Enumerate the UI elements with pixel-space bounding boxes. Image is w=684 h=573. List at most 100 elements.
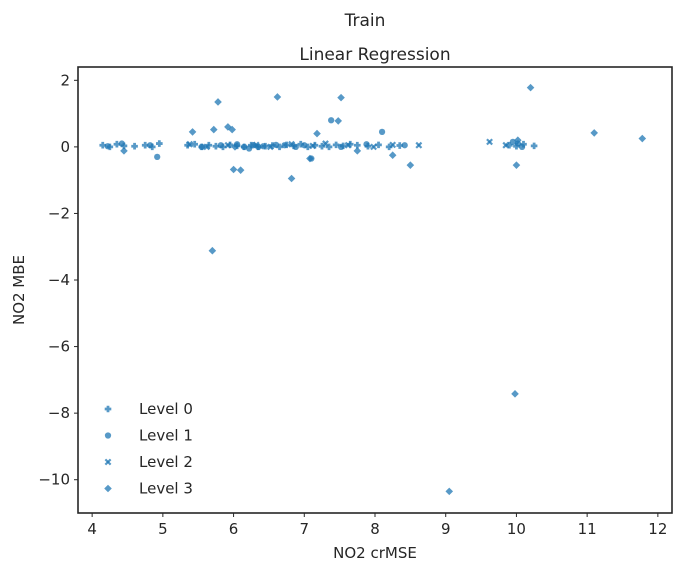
point-level-2	[344, 141, 352, 149]
point-level-1	[378, 128, 386, 136]
point-level-1	[217, 142, 224, 149]
x-axis-label: NO2 crMSE	[333, 544, 417, 562]
chart-title: Linear Regression	[299, 45, 450, 65]
legend-label: Level 3	[139, 480, 193, 498]
point-level-1	[401, 142, 408, 149]
point-level-0	[131, 142, 138, 150]
x-axis-ticks: 4 5 6 7 8 9 10 11 12	[87, 513, 667, 538]
point-level-2-stroke	[344, 141, 352, 149]
point-level-3	[236, 166, 245, 174]
y-tick-label: −10	[38, 471, 70, 489]
point-level-2-stroke	[415, 141, 423, 149]
data-points	[99, 83, 647, 496]
point-level-3	[511, 390, 519, 398]
point-level-2	[252, 141, 260, 149]
point-level-2-stroke	[186, 140, 194, 148]
point-level-1	[518, 143, 526, 151]
point-level-0	[354, 141, 361, 149]
point-level-3	[337, 93, 345, 102]
point-level-2-stroke	[389, 141, 397, 149]
legend-item: Level 1	[104, 427, 193, 445]
point-level-1	[198, 143, 205, 151]
point-level-3	[353, 147, 362, 155]
point-level-3	[638, 134, 647, 143]
point-level-1	[118, 140, 125, 147]
point-level-1	[146, 142, 154, 149]
point-level-3	[273, 93, 282, 101]
point-level-3	[214, 98, 222, 106]
x-tick-label: 11	[578, 520, 597, 538]
point-level-3	[526, 83, 535, 92]
point-level-2	[186, 140, 194, 148]
y-axis-ticks: 2 0 −2 −4 −6 −8 −10	[38, 71, 78, 489]
legend-label: Level 0	[139, 400, 193, 418]
point-level-3	[224, 123, 232, 131]
point-level-0	[332, 141, 340, 149]
x-tick-label: 10	[507, 520, 526, 538]
point-level-3	[313, 129, 321, 138]
point-level-0	[325, 143, 333, 151]
point-level-2-stroke	[309, 142, 317, 150]
point-level-0	[99, 141, 107, 149]
point-level-0	[226, 141, 234, 149]
point-level-1	[104, 432, 112, 439]
x-tick-label: 9	[441, 520, 451, 538]
point-level-2-stroke	[104, 458, 112, 466]
point-level-0	[506, 141, 513, 149]
x-tick-label: 7	[300, 520, 310, 538]
point-level-1	[292, 143, 299, 151]
y-tick-label: 2	[60, 71, 70, 89]
point-level-1	[328, 117, 335, 124]
plot-area	[77, 66, 673, 514]
point-level-0	[375, 141, 382, 149]
point-level-0	[385, 143, 393, 151]
point-level-2	[309, 142, 317, 150]
legend-label: Level 2	[139, 453, 193, 471]
point-level-2-stroke	[224, 141, 232, 149]
point-level-2	[224, 141, 232, 149]
point-level-0	[113, 140, 121, 148]
legend-item: Level 2	[104, 453, 193, 471]
point-level-0	[304, 143, 312, 151]
point-level-3	[445, 487, 454, 496]
point-level-3	[188, 128, 197, 136]
point-level-1	[104, 143, 111, 150]
x-tick-label: 4	[87, 520, 97, 538]
point-level-0	[141, 141, 149, 149]
point-level-3	[334, 117, 343, 125]
point-level-2	[502, 141, 510, 149]
point-level-2-stroke	[486, 138, 493, 146]
point-level-3	[306, 154, 314, 163]
point-level-2	[322, 140, 329, 147]
point-level-0	[276, 143, 283, 151]
point-level-1	[241, 143, 248, 151]
point-level-2-stroke	[203, 143, 211, 151]
point-level-3	[120, 147, 128, 155]
y-tick-label: −4	[48, 271, 70, 289]
point-level-2	[486, 138, 493, 146]
point-level-0	[318, 142, 326, 150]
point-level-0	[104, 405, 112, 413]
point-level-3	[228, 125, 236, 134]
legend-label: Level 1	[139, 427, 193, 445]
point-level-2-stroke	[502, 141, 510, 149]
legend-item: Level 3	[104, 480, 193, 498]
point-level-2	[370, 143, 378, 151]
point-level-1	[245, 145, 253, 152]
point-level-2-stroke	[252, 141, 260, 149]
point-level-2-stroke	[322, 140, 329, 147]
point-level-2	[203, 143, 211, 151]
point-level-3	[388, 151, 397, 159]
y-tick-label: 0	[60, 138, 70, 156]
point-level-3	[229, 165, 238, 174]
y-axis-label: NO2 MBE	[10, 255, 28, 325]
point-level-1	[363, 141, 370, 148]
point-level-0	[396, 142, 404, 149]
x-tick-label: 12	[648, 520, 667, 538]
point-level-0	[156, 140, 163, 147]
point-level-0	[212, 142, 220, 150]
point-level-3	[287, 174, 296, 183]
legend-item: Level 0	[104, 400, 193, 418]
